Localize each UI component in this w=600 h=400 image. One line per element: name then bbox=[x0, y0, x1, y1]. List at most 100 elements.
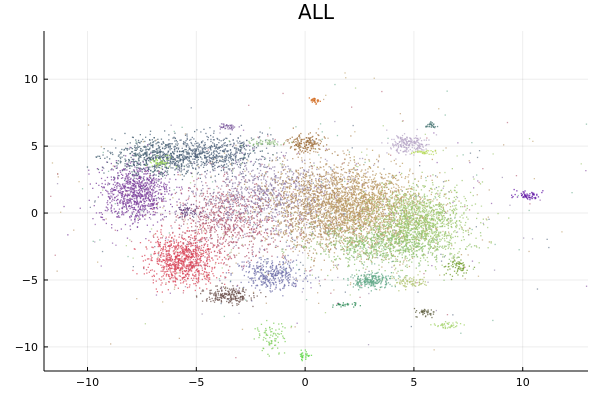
data-point bbox=[366, 148, 368, 150]
data-point bbox=[256, 219, 258, 221]
data-point bbox=[166, 170, 169, 172]
data-point bbox=[135, 186, 137, 188]
data-point bbox=[196, 278, 198, 280]
data-point bbox=[157, 243, 160, 245]
data-point bbox=[174, 268, 177, 270]
data-point bbox=[135, 187, 137, 189]
data-point bbox=[209, 148, 212, 150]
data-point bbox=[194, 232, 196, 234]
data-point bbox=[173, 263, 175, 265]
data-point bbox=[362, 224, 364, 227]
data-point bbox=[249, 220, 251, 222]
data-point bbox=[245, 149, 247, 151]
data-point bbox=[182, 153, 184, 155]
data-point bbox=[325, 148, 327, 150]
data-point bbox=[355, 165, 357, 167]
data-point bbox=[173, 153, 175, 155]
data-point bbox=[168, 253, 170, 255]
data-point bbox=[149, 158, 152, 160]
data-point bbox=[179, 258, 181, 260]
data-point bbox=[392, 211, 395, 214]
data-point bbox=[300, 229, 302, 231]
data-point bbox=[116, 229, 119, 232]
data-point bbox=[247, 221, 249, 223]
data-point bbox=[173, 271, 175, 273]
data-point bbox=[114, 177, 116, 179]
data-point bbox=[259, 150, 261, 152]
data-point bbox=[247, 144, 249, 146]
data-point bbox=[381, 90, 383, 93]
data-point bbox=[184, 232, 187, 234]
data-point bbox=[163, 259, 165, 262]
data-point bbox=[223, 149, 225, 151]
data-point bbox=[131, 187, 133, 189]
data-point bbox=[279, 201, 281, 203]
data-point bbox=[153, 173, 155, 175]
data-point bbox=[285, 140, 287, 142]
data-point bbox=[131, 189, 133, 191]
data-point bbox=[416, 282, 418, 284]
data-point bbox=[132, 136, 134, 139]
data-point bbox=[282, 92, 284, 95]
data-point bbox=[301, 291, 303, 293]
data-point bbox=[122, 206, 124, 208]
data-point bbox=[325, 188, 328, 190]
data-point bbox=[255, 183, 258, 185]
data-point bbox=[148, 193, 150, 195]
data-point bbox=[135, 172, 137, 174]
data-point bbox=[216, 223, 218, 226]
data-point bbox=[209, 221, 212, 223]
data-point bbox=[185, 156, 187, 159]
data-point bbox=[124, 168, 126, 170]
data-point bbox=[169, 147, 171, 149]
data-point bbox=[139, 200, 141, 202]
data-point bbox=[435, 175, 437, 177]
data-point bbox=[253, 175, 256, 177]
data-point bbox=[253, 186, 255, 188]
data-point bbox=[194, 225, 197, 227]
data-point bbox=[227, 173, 229, 175]
data-point bbox=[146, 224, 148, 226]
data-point bbox=[440, 253, 442, 255]
data-point bbox=[204, 154, 206, 157]
data-point bbox=[188, 243, 190, 245]
data-point bbox=[159, 149, 161, 151]
data-point bbox=[223, 151, 226, 153]
data-point bbox=[150, 207, 153, 210]
data-point bbox=[154, 195, 157, 197]
data-point bbox=[149, 130, 152, 132]
data-point bbox=[100, 212, 102, 214]
data-point bbox=[188, 286, 191, 288]
data-point bbox=[213, 226, 216, 228]
data-point bbox=[127, 174, 129, 176]
data-point bbox=[276, 212, 278, 214]
data-point bbox=[203, 146, 205, 148]
data-point bbox=[239, 173, 241, 175]
data-point bbox=[199, 223, 201, 226]
data-point bbox=[164, 166, 166, 168]
data-point bbox=[180, 186, 183, 188]
data-point bbox=[159, 255, 161, 257]
data-point bbox=[270, 188, 273, 191]
data-point bbox=[110, 189, 112, 191]
data-point bbox=[265, 182, 267, 184]
data-point bbox=[308, 187, 310, 189]
data-point bbox=[226, 234, 229, 236]
data-point bbox=[277, 189, 280, 191]
data-point bbox=[158, 171, 160, 173]
data-point bbox=[156, 197, 158, 199]
data-point bbox=[134, 194, 136, 197]
data-point bbox=[151, 275, 153, 278]
data-point bbox=[377, 161, 379, 163]
data-point bbox=[367, 246, 369, 248]
data-point bbox=[237, 196, 239, 199]
data-point bbox=[238, 174, 240, 176]
data-point bbox=[102, 154, 104, 156]
data-point bbox=[247, 160, 249, 162]
data-point bbox=[98, 171, 100, 174]
data-point bbox=[181, 269, 183, 271]
data-point bbox=[204, 232, 206, 234]
data-point bbox=[414, 203, 416, 206]
data-point bbox=[194, 143, 196, 145]
data-point bbox=[113, 199, 115, 201]
